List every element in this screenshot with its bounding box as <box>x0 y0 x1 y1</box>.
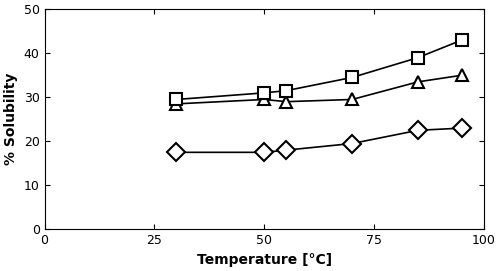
Y-axis label: % Solubility: % Solubility <box>4 73 18 166</box>
X-axis label: Temperature [°C]: Temperature [°C] <box>196 253 332 267</box>
